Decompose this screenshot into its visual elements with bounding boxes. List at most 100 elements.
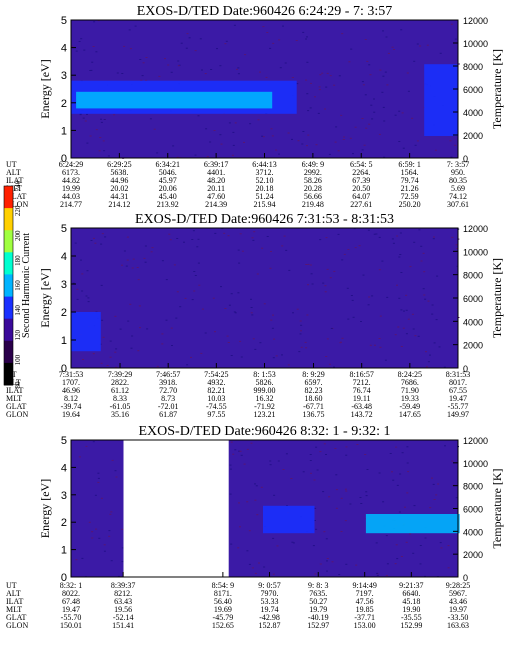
y2-tick-label: 12000 bbox=[463, 16, 488, 26]
table-row-label: GLON bbox=[6, 200, 28, 209]
table-row-label: UT bbox=[6, 160, 17, 169]
noise-cell bbox=[75, 50, 78, 52]
colorbar-segment bbox=[4, 362, 13, 386]
noise-cell bbox=[121, 547, 124, 549]
y2-tick-label: 8000 bbox=[463, 482, 483, 492]
noise-cell bbox=[319, 451, 322, 453]
noise-cell bbox=[161, 343, 164, 345]
noise-cell bbox=[306, 61, 309, 63]
noise-cell bbox=[299, 333, 302, 335]
noise-cell bbox=[379, 69, 382, 71]
noise-cell bbox=[457, 63, 460, 65]
table-cell: -55.70 bbox=[61, 613, 82, 622]
table-cell: 19.47 bbox=[62, 605, 80, 614]
table-cell: 43.46 bbox=[449, 597, 467, 606]
noise-cell bbox=[414, 144, 417, 146]
noise-cell bbox=[233, 24, 236, 26]
table-cell: 19.64 bbox=[62, 410, 80, 419]
noise-cell bbox=[230, 543, 233, 545]
table-cell: 6:39:17 bbox=[204, 160, 228, 169]
noise-cell bbox=[115, 348, 118, 350]
noise-cell bbox=[338, 75, 341, 77]
noise-cell bbox=[396, 484, 399, 486]
y-tick-label: 4 bbox=[61, 251, 67, 263]
noise-cell bbox=[322, 491, 325, 493]
noise-cell bbox=[406, 462, 409, 464]
noise-cell bbox=[94, 242, 97, 244]
colorbar-tick-label: 220 bbox=[14, 205, 22, 216]
table-cell: 35.16 bbox=[111, 410, 129, 419]
noise-cell bbox=[328, 496, 331, 498]
table-cell: 20.06 bbox=[159, 184, 177, 193]
noise-cell bbox=[88, 521, 91, 523]
noise-cell bbox=[325, 538, 328, 540]
panel-title: EXOS-D/TED Date:960426 8:32: 1 - 9:32: 1 bbox=[139, 424, 391, 439]
noise-cell bbox=[139, 327, 141, 329]
noise-cell bbox=[285, 249, 288, 251]
noise-cell bbox=[279, 67, 282, 69]
noise-cell bbox=[325, 86, 328, 88]
table-cell: 3712. bbox=[256, 168, 274, 177]
noise-cell bbox=[315, 528, 318, 530]
table-cell: 2992. bbox=[304, 168, 322, 177]
y2-tick-label: 8000 bbox=[463, 271, 483, 281]
noise-cell bbox=[259, 342, 262, 344]
noise-cell bbox=[362, 84, 365, 86]
noise-cell bbox=[100, 284, 103, 286]
heatmap-band-1 bbox=[71, 312, 101, 352]
table-cell: 6597. bbox=[305, 378, 323, 387]
noise-cell bbox=[429, 507, 432, 509]
table-cell: 152.65 bbox=[212, 621, 234, 630]
noise-cell bbox=[455, 497, 458, 499]
noise-cell bbox=[82, 117, 85, 119]
panel-title: EXOS-D/TED Date:960426 6:24:29 - 7: 3:57 bbox=[137, 4, 392, 19]
table-cell: 97.55 bbox=[207, 410, 225, 419]
noise-cell bbox=[310, 472, 312, 474]
table-cell: 163.63 bbox=[447, 621, 469, 630]
noise-cell bbox=[209, 141, 212, 143]
noise-cell bbox=[343, 253, 346, 255]
noise-cell bbox=[315, 446, 318, 448]
noise-cell bbox=[451, 460, 454, 462]
table-cell: 50.27 bbox=[309, 597, 327, 606]
noise-cell bbox=[352, 316, 355, 318]
noise-cell bbox=[300, 330, 302, 332]
table-cell: 51.24 bbox=[256, 192, 274, 201]
noise-cell bbox=[238, 450, 241, 452]
noise-cell bbox=[234, 312, 237, 314]
noise-cell bbox=[403, 310, 405, 312]
noise-cell bbox=[201, 308, 204, 310]
noise-cell bbox=[114, 470, 117, 472]
noise-cell bbox=[322, 282, 325, 284]
noise-cell bbox=[419, 563, 422, 565]
noise-cell bbox=[318, 86, 321, 88]
noise-cell bbox=[243, 463, 246, 465]
noise-cell bbox=[232, 453, 235, 455]
table-cell: -63.48 bbox=[351, 402, 372, 411]
noise-cell bbox=[424, 298, 427, 300]
noise-cell bbox=[262, 26, 265, 28]
noise-cell bbox=[269, 47, 272, 49]
noise-cell bbox=[246, 550, 249, 552]
noise-cell bbox=[237, 547, 240, 549]
noise-cell bbox=[418, 229, 421, 231]
colorbar-tick-label: 240 bbox=[14, 180, 22, 191]
table-cell: 151.41 bbox=[112, 621, 134, 630]
noise-cell bbox=[125, 265, 128, 267]
table-cell: 5638. bbox=[110, 168, 128, 177]
noise-cell bbox=[423, 294, 426, 296]
noise-cell bbox=[128, 29, 131, 31]
table-cell: 72.70 bbox=[159, 386, 177, 395]
noise-cell bbox=[298, 351, 301, 353]
noise-cell bbox=[394, 563, 397, 565]
noise-cell bbox=[302, 471, 305, 473]
noise-cell bbox=[338, 574, 341, 575]
noise-cell bbox=[137, 279, 140, 281]
noise-cell bbox=[302, 31, 305, 33]
noise-cell bbox=[254, 348, 257, 350]
noise-cell bbox=[194, 50, 197, 52]
noise-cell bbox=[386, 296, 389, 298]
noise-cell bbox=[333, 84, 336, 86]
noise-cell bbox=[419, 545, 422, 546]
noise-cell bbox=[331, 561, 334, 563]
